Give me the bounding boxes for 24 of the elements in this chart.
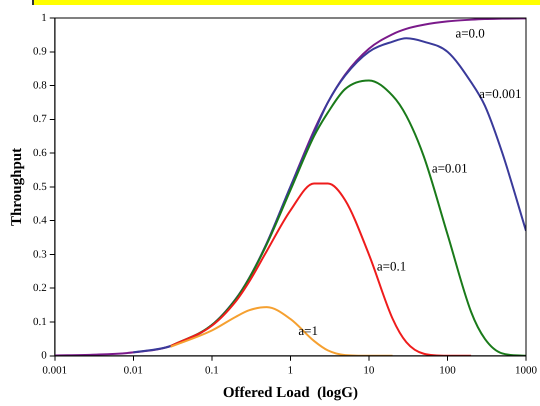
annotation: a=0.1: [376, 258, 406, 274]
x-tick-label: 0.1: [204, 364, 219, 376]
y-tick-label: 0: [41, 350, 48, 362]
x-tick-label: 0.01: [124, 364, 143, 376]
y-tick-label: 0.1: [33, 316, 47, 328]
annotation: a=0.01: [432, 160, 468, 176]
y-tick-label: 1: [41, 12, 47, 24]
y-tick-label: 0.4: [33, 214, 48, 227]
x-tick-label: 1000: [515, 364, 538, 376]
annotation: a=0.001: [479, 86, 522, 102]
y-tick-label: 0.5: [33, 180, 48, 193]
y-tick-label: 0.8: [33, 79, 48, 92]
annotation: a=0.0: [455, 25, 485, 40]
x-tick-label: 10: [363, 364, 375, 376]
y-axis-title: Throughput: [8, 148, 25, 226]
x-tick-label: 100: [439, 364, 456, 376]
y-tick-label: 0.6: [33, 147, 48, 160]
y-tick-label: 0.3: [33, 248, 48, 260]
y-tick-label: 0.2: [33, 282, 47, 294]
y-tick-label: 0.7: [33, 113, 48, 126]
x-axis-title: Offered Load (logG): [222, 384, 358, 401]
y-tick-label: 0.9: [33, 46, 48, 58]
x-tick-label: 0.001: [42, 364, 68, 376]
x-tick-label: 1: [288, 364, 294, 376]
